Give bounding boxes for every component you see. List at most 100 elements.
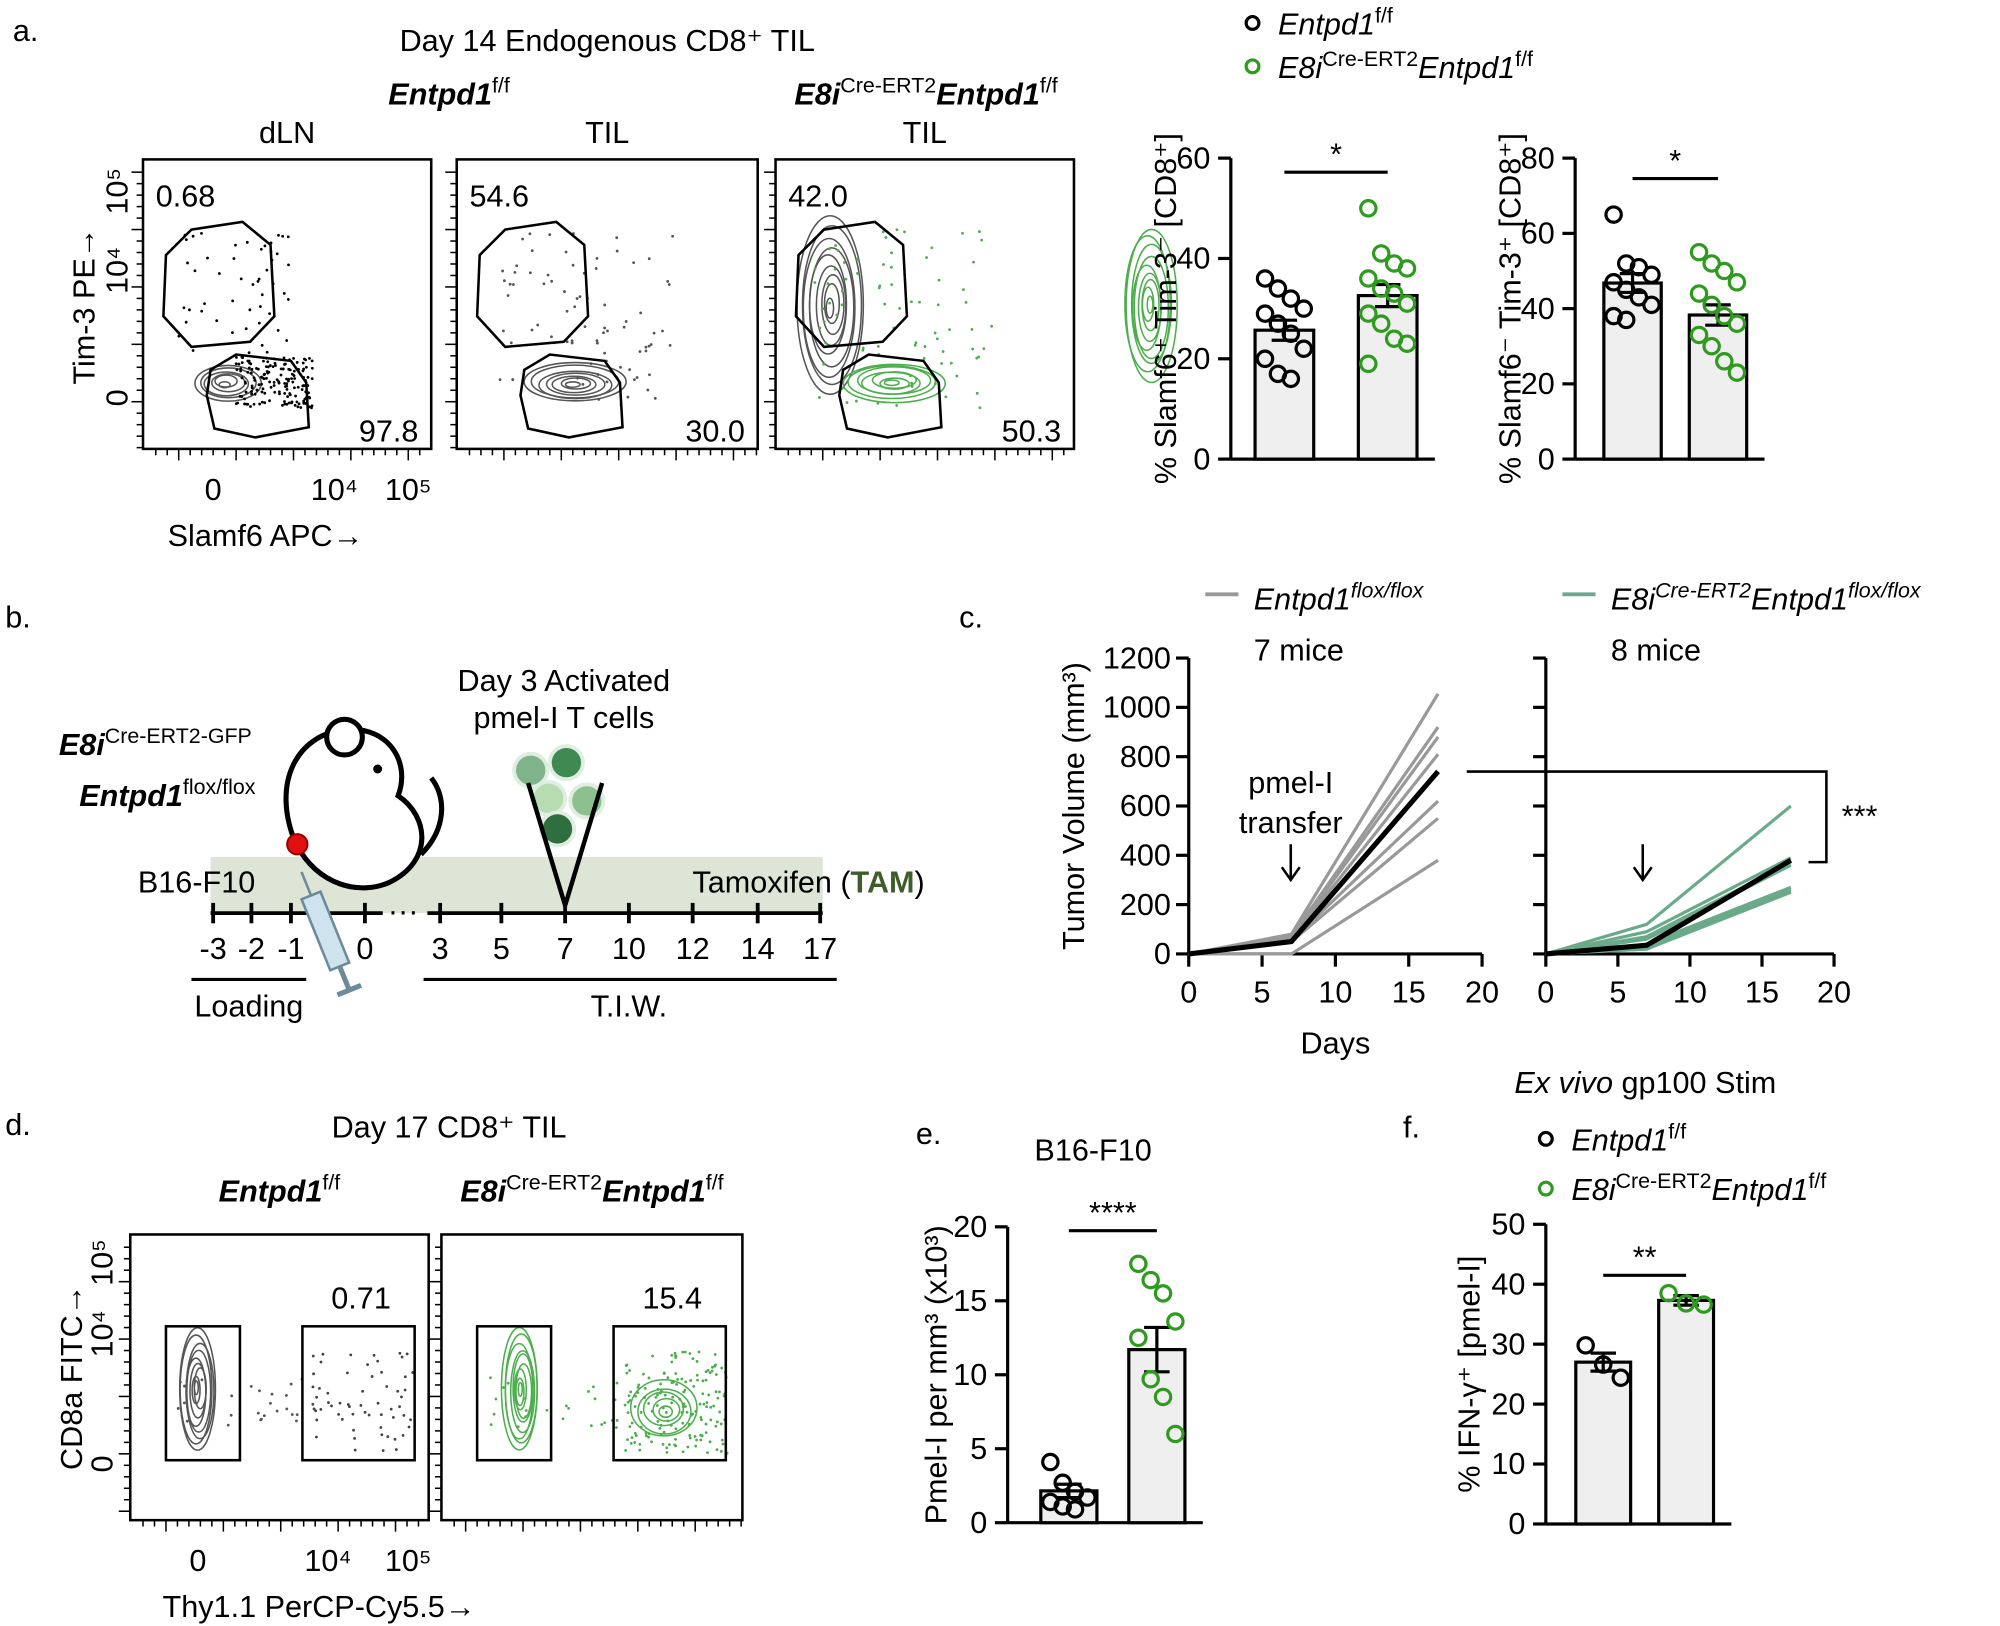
panel-title: Day 14 Endogenous CD8⁺ TIL (400, 24, 815, 58)
event-dot (626, 1400, 630, 1404)
event-dot (648, 373, 651, 377)
event-dot (550, 279, 554, 283)
event-dot (311, 1385, 315, 1389)
gate-percent: 42.0 (788, 180, 848, 214)
data-point (1689, 325, 1709, 345)
legend-label: Entpd1f/f (1278, 3, 1393, 41)
y-tick-label: 20 (1491, 1387, 1525, 1421)
event-dot (649, 343, 653, 346)
gate-percent: 30.0 (685, 414, 745, 448)
event-dot (922, 356, 926, 360)
legend-label-part: flox/flox (1848, 579, 1922, 603)
y-axis-label: CD8a FITC→ (55, 1285, 89, 1470)
event-dot (302, 401, 306, 405)
mouse-label-part: flox/flox (183, 775, 256, 799)
event-dot (285, 382, 289, 386)
event-dot (274, 364, 277, 367)
event-dot (614, 1426, 618, 1429)
event-dot (240, 376, 244, 380)
event-dot (293, 377, 297, 380)
event-dot (628, 1425, 632, 1429)
event-dot (513, 270, 517, 274)
event-dot (654, 1395, 658, 1399)
event-dot (695, 1360, 699, 1363)
event-dot (720, 1438, 724, 1442)
event-dot (312, 1407, 316, 1411)
injection-arrow (526, 782, 605, 914)
event-dot (564, 250, 568, 254)
event-dot (884, 236, 888, 239)
event-dot (890, 251, 894, 255)
event-dot (982, 347, 986, 351)
event-dot (258, 402, 262, 406)
event-dot (980, 238, 984, 242)
day-label: 10 (612, 932, 646, 966)
event-dot (714, 1373, 718, 1376)
event-dot (403, 1375, 407, 1379)
event-dot (273, 361, 277, 365)
gate (519, 353, 624, 439)
event-dot (713, 1353, 717, 1356)
panel-title: Day 17 CD8⁺ TIL (332, 1111, 567, 1145)
event-dot (193, 269, 197, 273)
event-dot (253, 392, 257, 396)
y-tick-label: 0 (85, 1456, 119, 1473)
event-dot (693, 1434, 697, 1438)
contour (629, 1379, 698, 1437)
group-header-part: f/f (492, 74, 510, 98)
event-dot (633, 1441, 637, 1444)
contour (879, 377, 910, 390)
mean-line (1545, 858, 1793, 957)
event-dot (310, 366, 314, 370)
chart-title-part: gp100 Stim (1613, 1066, 1776, 1100)
event-dot (714, 1390, 718, 1394)
contour (1141, 278, 1160, 332)
event-dot (666, 1376, 670, 1380)
day-label: 5 (493, 932, 510, 966)
event-dot (330, 1404, 333, 1408)
event-dot (315, 1395, 319, 1399)
legend-label: E8iCre-ERT2Entpd1flox/flox (1611, 579, 1922, 617)
event-dot (644, 349, 648, 353)
event-dot (681, 1350, 685, 1354)
event-dot (624, 1364, 628, 1367)
event-dot (688, 1436, 692, 1440)
mouse-label-part: Cre-ERT2-GFP (105, 724, 252, 748)
event-dot (656, 1420, 660, 1423)
event-dot (285, 339, 289, 342)
treatment-label-part: TAM (851, 866, 915, 900)
event-dot (626, 1411, 630, 1415)
event-dot (877, 286, 881, 290)
group-header-part: E8i (794, 78, 841, 112)
event-dot (259, 247, 263, 251)
event-dot (260, 400, 264, 404)
data-point (1281, 289, 1301, 308)
event-dot (310, 406, 313, 410)
data-point (1294, 299, 1313, 318)
event-dot (593, 1397, 597, 1401)
event-dot (630, 1436, 634, 1440)
bar (1657, 1298, 1716, 1526)
event-dot (673, 1351, 677, 1355)
event-dot (249, 405, 252, 408)
event-dot (393, 1437, 397, 1441)
event-dot (239, 367, 243, 371)
y-tick-label: 20 (1176, 342, 1210, 376)
event-dot (285, 387, 289, 391)
y-tick-label: 10 (953, 1358, 987, 1392)
data-point (1727, 273, 1747, 292)
event-dot (602, 331, 605, 335)
event-dot (284, 362, 287, 366)
event-dot (265, 350, 269, 354)
legend-count: 7 mice (1254, 634, 1344, 668)
gate (205, 353, 311, 439)
event-dot (275, 252, 279, 256)
event-dot (247, 351, 251, 355)
x-tick-label: 10⁴ (311, 473, 358, 507)
data-point (1294, 339, 1313, 358)
event-dot (630, 1421, 634, 1425)
phase-label: T.I.W. (591, 989, 667, 1023)
event-dot (314, 1435, 318, 1439)
gate-percent: 0.68 (156, 180, 216, 214)
event-dot (949, 361, 953, 365)
